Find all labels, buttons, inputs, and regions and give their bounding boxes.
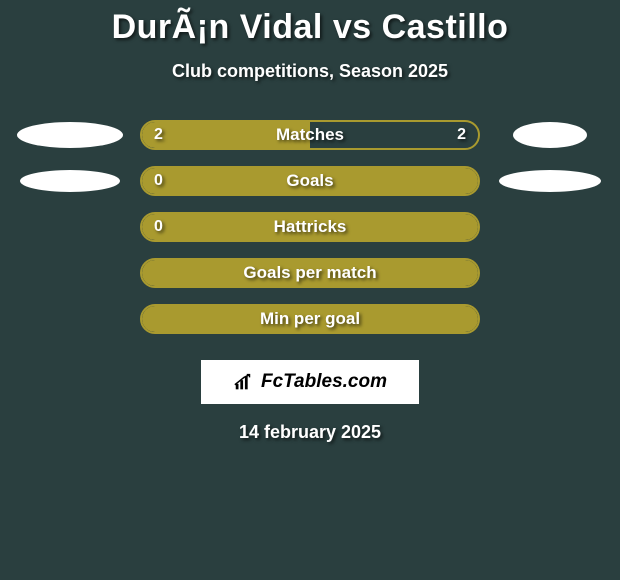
right-oval-cell [480,170,620,192]
comparison-card: DurÃ¡n Vidal vs Castillo Club competitio… [0,0,620,443]
stat-bar: 0Hattricks [140,212,480,242]
stat-label: Hattricks [142,214,478,240]
left-oval-cell [0,122,140,148]
subtitle: Club competitions, Season 2025 [0,61,620,82]
stat-bar: Min per goal [140,304,480,334]
page-title: DurÃ¡n Vidal vs Castillo [0,8,620,47]
player-oval-right [513,122,587,148]
stat-row: Goals per match [0,250,620,296]
stat-rows: 22Matches 0Goals 0Hattricks Goals per match… [0,112,620,342]
logo-badge: FcTables.com [201,360,419,404]
stat-row: Min per goal [0,296,620,342]
date-label: 14 february 2025 [0,422,620,443]
player-oval-right [499,170,601,192]
stat-label: Matches [142,122,478,148]
stat-label: Goals per match [142,260,478,286]
stat-label: Goals [142,168,478,194]
stat-bar: 0Goals [140,166,480,196]
stat-row: 0Goals [0,158,620,204]
right-oval-cell [480,122,620,148]
logo-text: FcTables.com [261,371,387,393]
stat-label: Min per goal [142,306,478,332]
stat-bar: Goals per match [140,258,480,288]
player-oval-left [17,122,123,148]
stat-bar: 22Matches [140,120,480,150]
stat-row: 22Matches [0,112,620,158]
player-oval-left [20,170,120,192]
chart-icon [233,372,255,392]
left-oval-cell [0,170,140,192]
stat-row: 0Hattricks [0,204,620,250]
